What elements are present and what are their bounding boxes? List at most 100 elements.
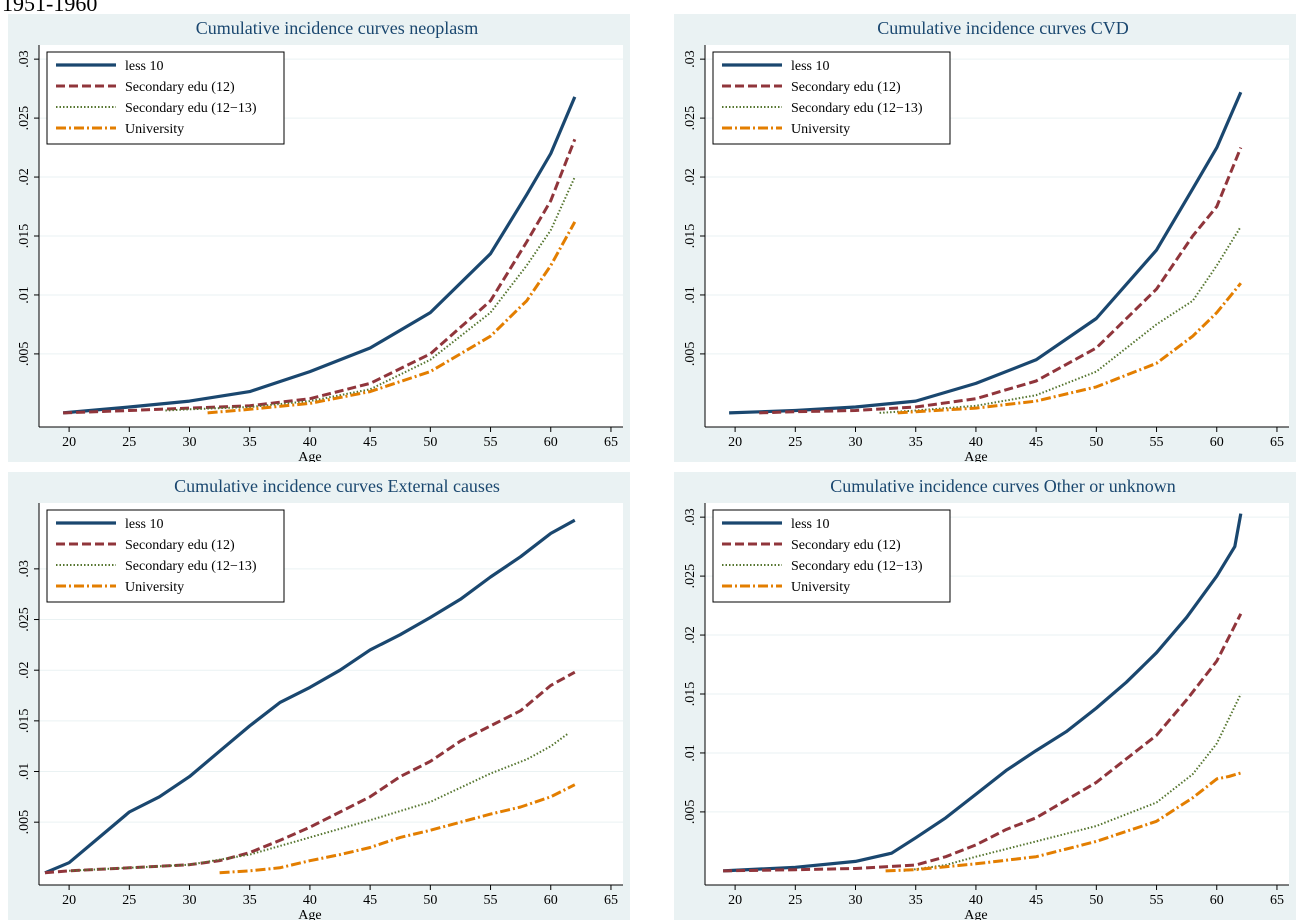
x-tick-label: 45 — [1029, 893, 1043, 908]
chart-svg: Cumulative incidence curves Other or unk… — [674, 472, 1296, 920]
x-tick-label: 30 — [183, 435, 197, 450]
chart-panel-cvd: Cumulative incidence curves CVD .005 .01 .0… — [674, 14, 1296, 462]
y-tick-label: .03 — [17, 560, 32, 578]
legend: less 10 Secondary edu (12) Secondary edu (… — [46, 51, 285, 145]
x-tick-label: 55 — [484, 893, 498, 908]
series-line-2 — [63, 138, 577, 415]
y-tick-label: .02 — [17, 168, 32, 186]
x-tick-label: 30 — [849, 893, 863, 908]
x-tick-label: 35 — [243, 435, 257, 450]
x-tick-label: 25 — [122, 893, 136, 908]
chart-panel-external-causes: Cumulative incidence curves External cau… — [8, 472, 630, 920]
chart-title: Cumulative incidence curves Other or unk… — [830, 476, 1175, 496]
legend-label: Secondary edu (12−13) — [791, 101, 923, 116]
legend-box — [712, 509, 951, 603]
y-tick-label: .015 — [683, 682, 698, 707]
y-tick-label: .005 — [683, 342, 698, 367]
legend-label: Secondary edu (12) — [791, 80, 901, 95]
series-line-4 — [207, 221, 577, 415]
page-heading: 1951-1960 — [2, 0, 98, 16]
x-tick-label: 65 — [1270, 893, 1284, 908]
legend-label: University — [125, 122, 184, 137]
series-line-3 — [165, 176, 576, 412]
series-line-2 — [723, 613, 1243, 873]
x-tick-label: 30 — [183, 893, 197, 908]
series-line-3 — [879, 226, 1242, 414]
x-tick-label: 45 — [363, 893, 377, 908]
legend-label: University — [791, 122, 850, 137]
legend-label: less 10 — [791, 517, 830, 532]
x-tick-label: 35 — [909, 893, 923, 908]
x-tick-label: 40 — [303, 893, 317, 908]
legend-label: less 10 — [125, 517, 164, 532]
y-tick-label: .025 — [683, 564, 698, 589]
x-tick-label: 40 — [969, 435, 983, 450]
chart-svg: Cumulative incidence curves External cau… — [8, 472, 630, 920]
legend: less 10 Secondary edu (12) Secondary edu (… — [712, 51, 951, 145]
x-axis-title: Age — [298, 908, 321, 920]
y-tick-label: .03 — [683, 50, 698, 68]
series-line-1 — [729, 91, 1243, 415]
series-line-3 — [903, 693, 1242, 872]
chart-title: Cumulative incidence curves External cau… — [174, 476, 500, 496]
x-axis-title: Age — [964, 908, 987, 920]
x-tick-label: 50 — [423, 435, 437, 450]
x-tick-label: 55 — [484, 435, 498, 450]
y-tick-label: .01 — [17, 286, 32, 304]
x-tick-label: 30 — [849, 435, 863, 450]
chart-svg: Cumulative incidence curves neoplasm .005… — [8, 14, 630, 462]
chart-svg: Cumulative incidence curves CVD .005 .01 .0… — [674, 14, 1296, 462]
x-tick-label: 40 — [969, 893, 983, 908]
y-tick-label: .025 — [683, 106, 698, 130]
x-tick-label: 60 — [1210, 893, 1224, 908]
legend-box — [46, 509, 285, 603]
x-axis-title: Age — [298, 450, 321, 462]
legend-label: Secondary edu (12−13) — [125, 559, 257, 574]
x-tick-label: 60 — [544, 435, 558, 450]
x-tick-label: 35 — [243, 893, 257, 908]
x-tick-label: 50 — [423, 893, 437, 908]
y-tick-label: .005 — [683, 800, 698, 825]
x-tick-label: 65 — [604, 435, 618, 450]
chart-panel-neoplasm: Cumulative incidence curves neoplasm .005… — [8, 14, 630, 462]
x-tick-label: 20 — [62, 893, 76, 908]
x-tick-label: 50 — [1089, 893, 1103, 908]
y-tick-label: .01 — [17, 763, 32, 781]
series-line-3 — [69, 732, 570, 872]
x-tick-label: 60 — [544, 893, 558, 908]
series-line-2 — [44, 670, 576, 875]
series-line-1 — [44, 518, 576, 875]
y-tick-label: .025 — [17, 106, 32, 130]
x-tick-label: 45 — [1029, 435, 1043, 450]
legend-label: less 10 — [125, 59, 164, 74]
x-tick-label: 60 — [1210, 435, 1224, 450]
legend: less 10 Secondary edu (12) Secondary edu (… — [712, 509, 951, 603]
y-tick-label: .03 — [683, 508, 698, 526]
y-tick-label: .005 — [17, 810, 32, 835]
y-tick-label: .015 — [17, 224, 32, 249]
legend-label: University — [791, 580, 850, 595]
legend-label: less 10 — [791, 59, 830, 74]
y-tick-label: .015 — [17, 709, 32, 734]
y-tick-label: .015 — [683, 224, 698, 249]
x-tick-label: 35 — [909, 435, 923, 450]
series-line-2 — [759, 147, 1243, 415]
series-line-1 — [723, 513, 1243, 873]
series-line-4 — [897, 282, 1242, 415]
legend-box — [712, 51, 951, 145]
series-line-4 — [885, 771, 1242, 873]
x-tick-label: 40 — [303, 435, 317, 450]
x-tick-label: 55 — [1150, 893, 1164, 908]
chart-title: Cumulative incidence curves neoplasm — [196, 18, 478, 38]
x-tick-label: 55 — [1150, 435, 1164, 450]
x-tick-label: 20 — [728, 893, 742, 908]
legend-label: Secondary edu (12−13) — [125, 101, 257, 116]
y-tick-label: .025 — [17, 607, 32, 632]
legend-label: Secondary edu (12) — [125, 538, 235, 553]
y-tick-label: .02 — [683, 168, 698, 186]
y-tick-label: .02 — [17, 661, 32, 679]
series-line-4 — [219, 783, 576, 875]
legend-box — [46, 51, 285, 145]
legend: less 10 Secondary edu (12) Secondary edu (… — [46, 509, 285, 603]
x-tick-label: 20 — [728, 435, 742, 450]
